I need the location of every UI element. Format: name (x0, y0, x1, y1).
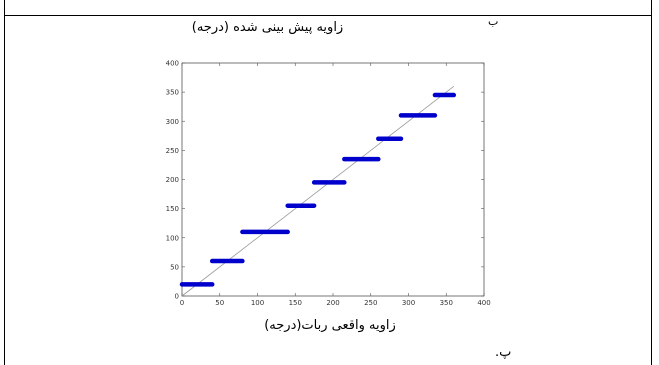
y-tick-label: 50 (170, 263, 179, 271)
chart-title: زاویه پیش بینی شده (درجه) (191, 20, 344, 35)
x-axis-label: زاویه واقعی ربات(درجه) (264, 318, 396, 333)
top-border: ب (4, 15, 651, 28)
x-tick-label: 0 (180, 299, 184, 307)
y-tick-label: 0 (175, 293, 179, 301)
x-tick-label: 300 (402, 299, 415, 307)
y-tick-label: 300 (166, 118, 179, 126)
figure-frame (4, 0, 652, 365)
x-tick-label: 50 (215, 299, 224, 307)
x-tick-label: 250 (364, 299, 377, 307)
x-tick-label: 400 (477, 299, 490, 307)
panel-label: پ. (495, 345, 512, 360)
y-tick-label: 350 (166, 89, 179, 97)
x-tick-label: 200 (326, 299, 339, 307)
x-tick-label: 100 (251, 299, 264, 307)
y-tick-label: 250 (166, 147, 179, 155)
x-tick-label: 350 (440, 299, 453, 307)
y-tick-label: 200 (166, 176, 179, 184)
y-tick-label: 100 (166, 234, 179, 242)
x-tick-label: 150 (289, 299, 302, 307)
header-mark: ب (488, 15, 499, 28)
y-tick-label: 400 (166, 60, 179, 68)
y-tick-label: 150 (166, 205, 179, 213)
